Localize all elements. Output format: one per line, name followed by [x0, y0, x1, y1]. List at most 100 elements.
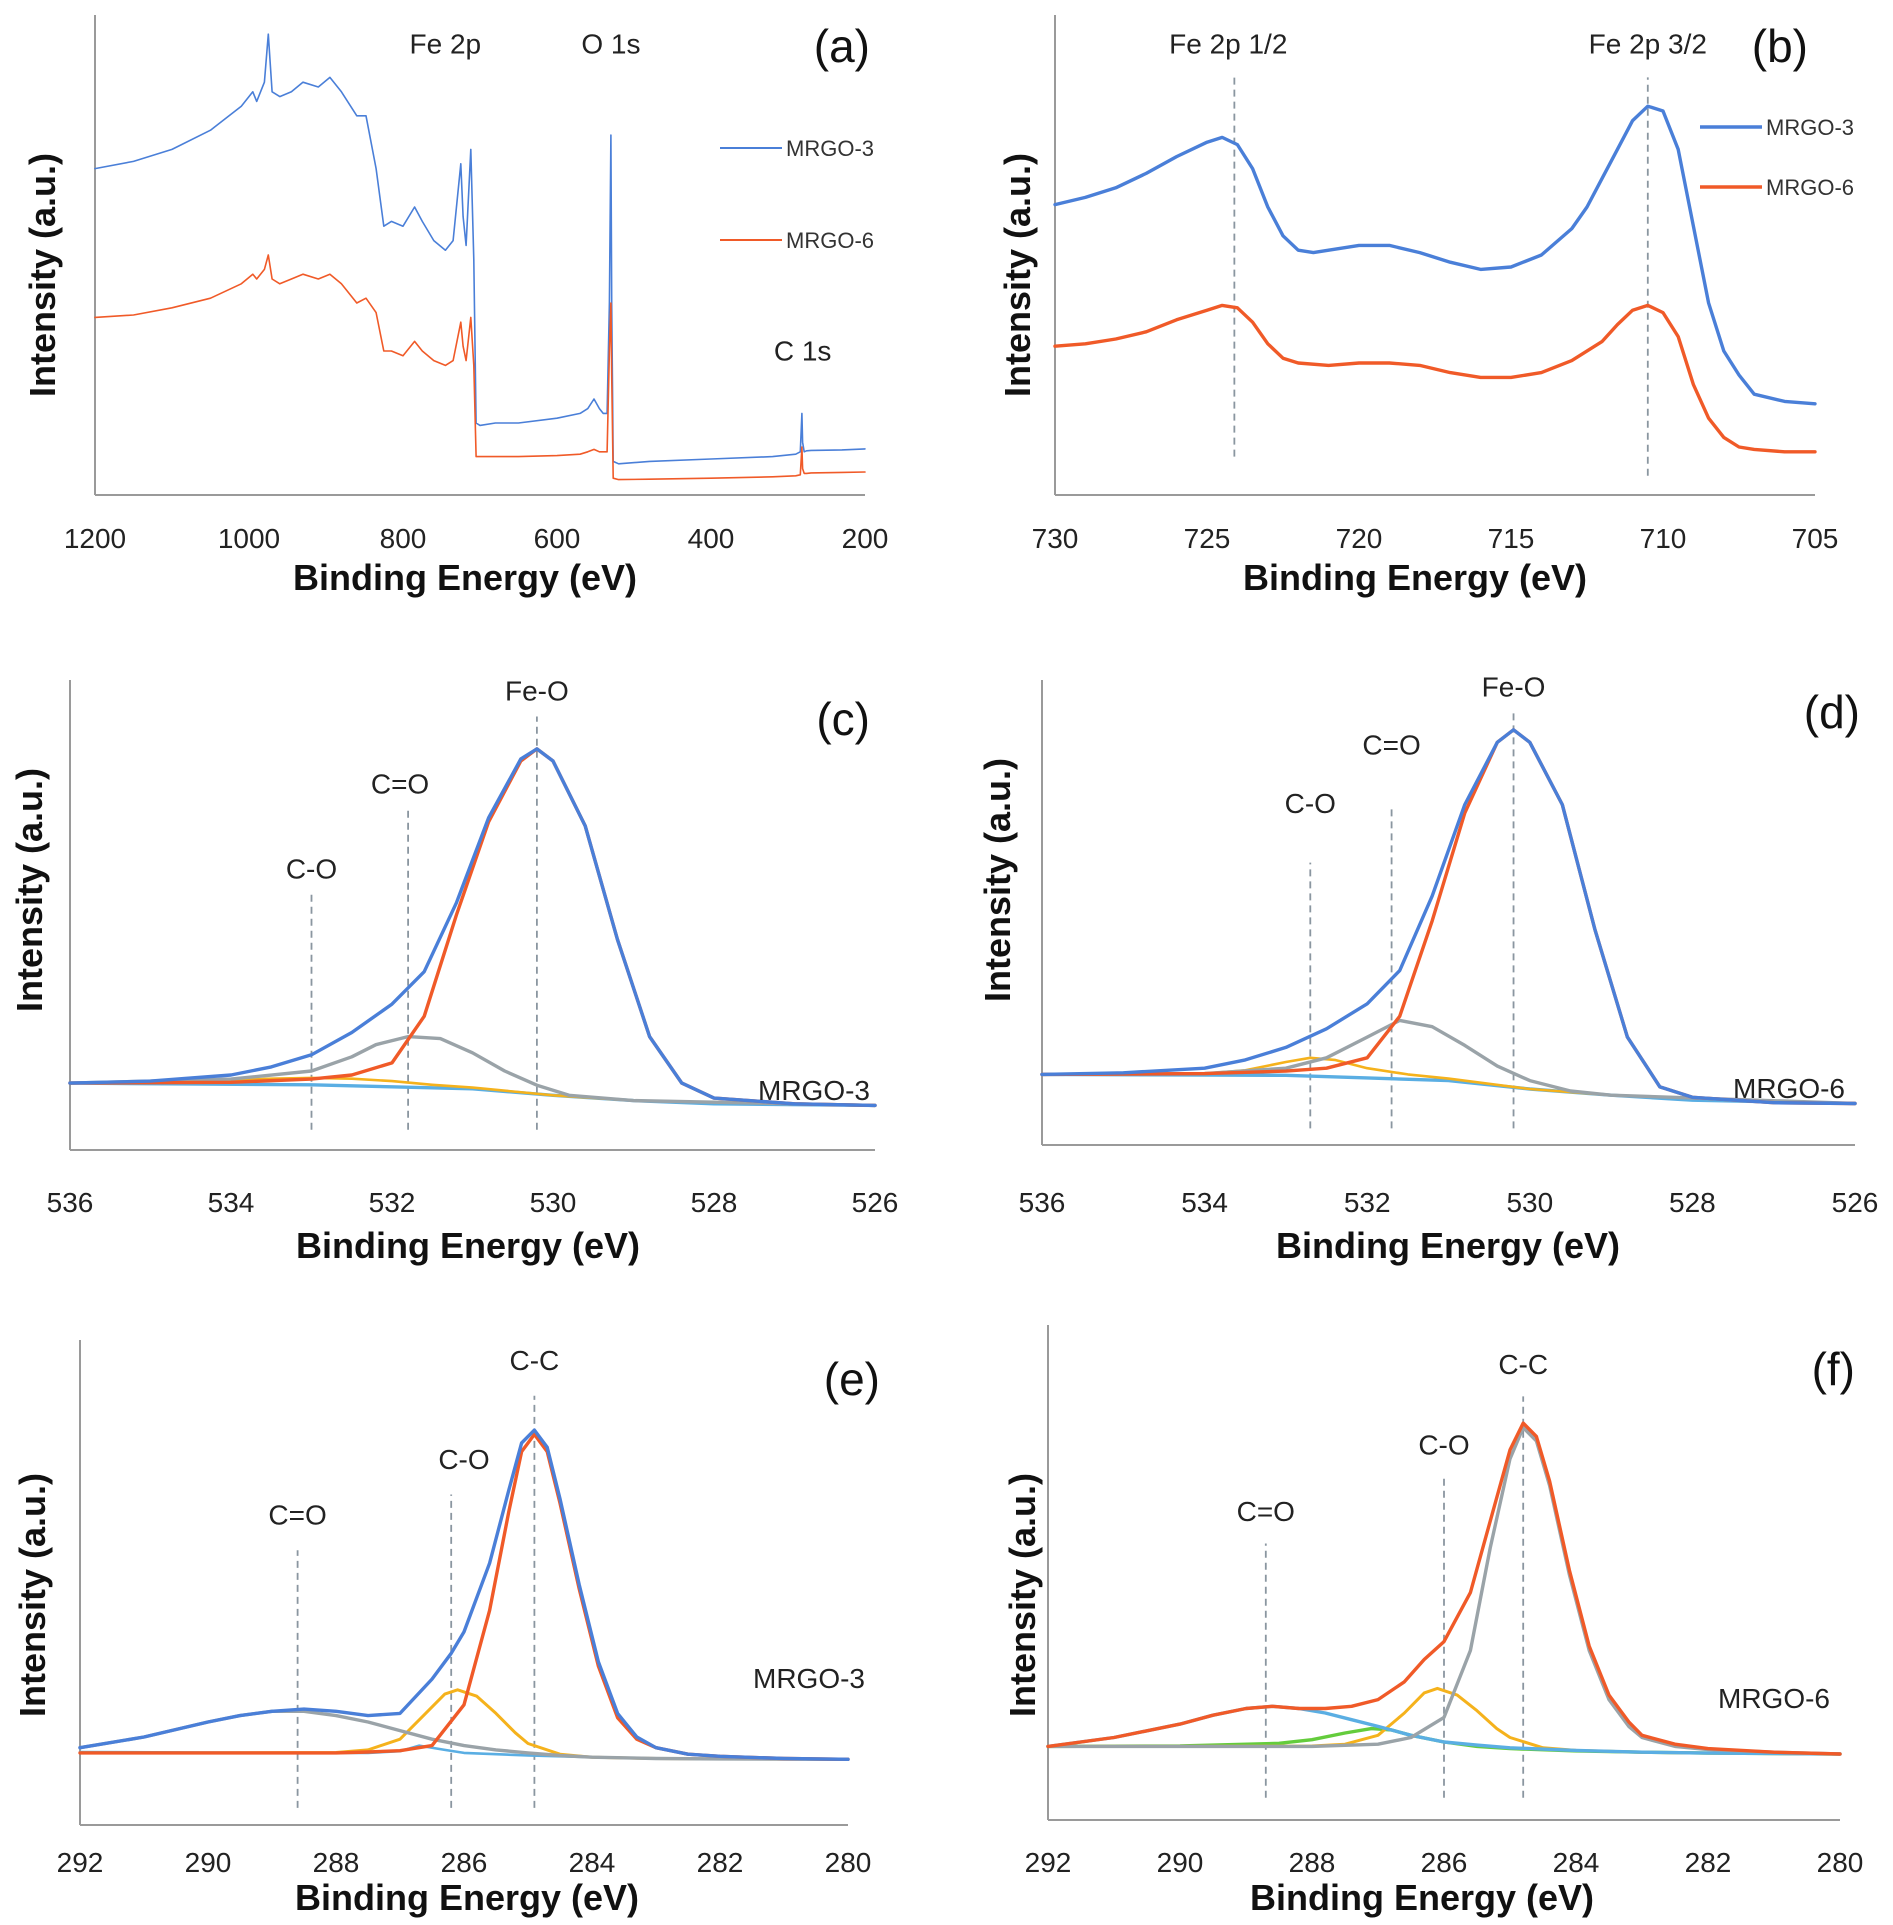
panel-label: (e) [824, 1353, 880, 1405]
peak-annotation: C-O [438, 1444, 489, 1475]
x-tick-label: 282 [697, 1847, 744, 1878]
chart-c: 536 534 532 530 528 526 Binding Energy (eV) Int… [9, 675, 898, 1266]
x-tick-label: 282 [1685, 1847, 1732, 1878]
y-axis-label: Intensity (a.u.) [9, 768, 50, 1012]
peak-annotation: C=O [371, 768, 429, 799]
x-tick-label: 730 [1032, 523, 1079, 554]
x-tick-label: 526 [1832, 1187, 1879, 1218]
x-axis-label: Binding Energy (eV) [1243, 557, 1587, 598]
sample-label: MRGO-6 [1733, 1073, 1845, 1104]
series-line-4 [1040, 728, 1857, 1106]
legend: MRGO-3 MRGO-6 [720, 136, 874, 253]
series-line-4 [78, 1428, 850, 1761]
series-line-mrgo-6 [94, 254, 866, 481]
series-line-mrgo-3 [1053, 104, 1817, 406]
panel-label: (d) [1804, 686, 1860, 738]
peak-annotation: C-O [1418, 1429, 1469, 1460]
series-line-2 [68, 1034, 877, 1108]
chart-b: 730 725 720 715 710 705 Binding Energy (eV) Int… [997, 15, 1854, 598]
x-tick-label: 290 [1157, 1847, 1204, 1878]
y-axis-label: Intensity (a.u.) [1002, 1473, 1043, 1717]
x-tick-label: 284 [1553, 1847, 1600, 1878]
x-tick-label: 528 [1669, 1187, 1716, 1218]
x-axis-label: Binding Energy (eV) [1250, 1877, 1594, 1918]
x-tick-label: 284 [569, 1847, 616, 1878]
x-tick-label: 705 [1792, 523, 1839, 554]
x-tick-label: 715 [1488, 523, 1535, 554]
x-axis-label: Binding Energy (eV) [296, 1225, 640, 1266]
y-axis-label: Intensity (a.u.) [22, 153, 63, 397]
x-tick-label: 1200 [64, 523, 126, 554]
legend: MRGO-3 MRGO-6 [1700, 115, 1854, 200]
x-tick-label: 800 [380, 523, 427, 554]
chart-d: 536 534 532 530 528 526 Binding Energy (eV) Int… [977, 672, 1878, 1266]
x-tick-label: 1000 [218, 523, 280, 554]
x-tick-label: 280 [825, 1847, 872, 1878]
x-tick-label: 532 [1344, 1187, 1391, 1218]
peak-annotation: Fe-O [505, 675, 569, 706]
peak-annotation: C=O [1237, 1496, 1295, 1527]
x-tick-label: 530 [530, 1187, 577, 1218]
x-axis-label: Binding Energy (eV) [1276, 1225, 1620, 1266]
panel-label: (a) [814, 20, 870, 72]
peak-annotation: Fe-O [1482, 672, 1546, 703]
x-tick-label: 528 [691, 1187, 738, 1218]
series-line-mrgo-3 [94, 33, 866, 465]
chart-e: 292 290 288 286 284 282 280 Binding Energy (eV)… [12, 1340, 880, 1918]
x-tick-label: 288 [1289, 1847, 1336, 1878]
x-tick-label: 534 [208, 1187, 255, 1218]
x-tick-label: 292 [57, 1847, 104, 1878]
panel-label: (c) [816, 693, 870, 745]
peak-annotation: Fe 2p 1/2 [1169, 28, 1287, 59]
y-axis-label: Intensity (a.u.) [997, 153, 1038, 397]
panel-label: (f) [1812, 1343, 1855, 1395]
x-tick-label: 280 [1817, 1847, 1864, 1878]
x-tick-label: 400 [688, 523, 735, 554]
series-line-mrgo-6 [1053, 303, 1817, 454]
peak-annotation: Fe 2p [410, 28, 482, 59]
x-tick-label: 534 [1181, 1187, 1228, 1218]
peak-annotation: C-C [510, 1345, 560, 1376]
x-tick-label: 725 [1184, 523, 1231, 554]
y-axis-label: Intensity (a.u.) [977, 758, 1018, 1002]
x-tick-label: 292 [1025, 1847, 1072, 1878]
x-tick-label: 720 [1336, 523, 1383, 554]
legend-entry: MRGO-3 [1766, 115, 1854, 140]
series-line-3 [78, 1432, 850, 1761]
y-axis-label: Intensity (a.u.) [12, 1473, 53, 1717]
series-line-4 [1046, 1421, 1842, 1756]
series-line-4 [68, 747, 877, 1108]
x-tick-label: 286 [441, 1847, 488, 1878]
x-tick-label: 290 [185, 1847, 232, 1878]
legend-entry: MRGO-3 [786, 136, 874, 161]
x-tick-label: 286 [1421, 1847, 1468, 1878]
x-axis-label: Binding Energy (eV) [295, 1877, 639, 1918]
series-line-3 [1040, 728, 1857, 1106]
peak-annotation: Fe 2p 3/2 [1589, 28, 1707, 59]
peak-annotation: C 1s [774, 336, 832, 367]
x-axis-label: Binding Energy (eV) [293, 557, 637, 598]
x-tick-label: 530 [1506, 1187, 1553, 1218]
x-tick-label: 536 [1019, 1187, 1066, 1218]
peak-annotation: O 1s [581, 28, 640, 59]
x-tick-label: 532 [369, 1187, 416, 1218]
x-tick-label: 600 [534, 523, 581, 554]
peak-annotation: C=O [1362, 730, 1420, 761]
chart-f: 292 290 288 286 284 282 280 Binding Energy (eV)… [1002, 1325, 1863, 1918]
series-line-2 [1040, 1018, 1857, 1106]
legend-entry: MRGO-6 [1766, 175, 1854, 200]
sample-label: MRGO-3 [758, 1075, 870, 1106]
x-tick-label: 526 [852, 1187, 899, 1218]
x-tick-label: 536 [47, 1187, 94, 1218]
panel-label: (b) [1752, 20, 1808, 72]
sample-label: MRGO-3 [753, 1663, 865, 1694]
x-tick-label: 288 [313, 1847, 360, 1878]
legend-entry: MRGO-6 [786, 228, 874, 253]
peak-annotation: C-O [286, 854, 337, 885]
x-tick-label: 710 [1640, 523, 1687, 554]
x-tick-label: 200 [842, 523, 889, 554]
sample-label: MRGO-6 [1718, 1683, 1830, 1714]
peak-annotation: C-O [1285, 788, 1336, 819]
peak-annotation: C-C [1498, 1349, 1548, 1380]
